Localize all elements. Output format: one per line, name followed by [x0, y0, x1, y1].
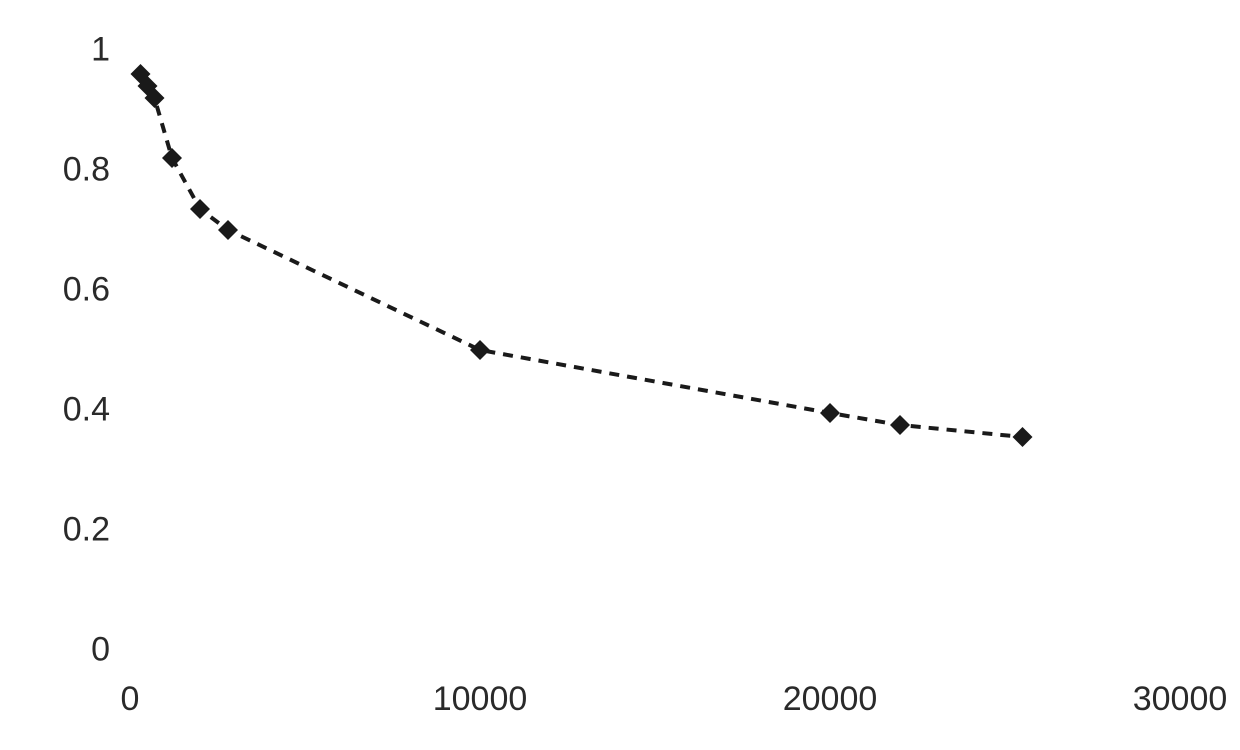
data-marker [470, 340, 490, 360]
series-line [141, 74, 1023, 437]
chart-svg [0, 0, 1240, 750]
data-marker [162, 148, 182, 168]
chart-container: 1 0.8 0.6 0.4 0.2 0 0 10000 20000 30000 [0, 0, 1240, 750]
data-marker [218, 220, 238, 240]
data-marker [190, 199, 210, 219]
data-marker [820, 403, 840, 423]
data-marker [1013, 427, 1033, 447]
series-markers [131, 64, 1033, 447]
data-marker [890, 415, 910, 435]
